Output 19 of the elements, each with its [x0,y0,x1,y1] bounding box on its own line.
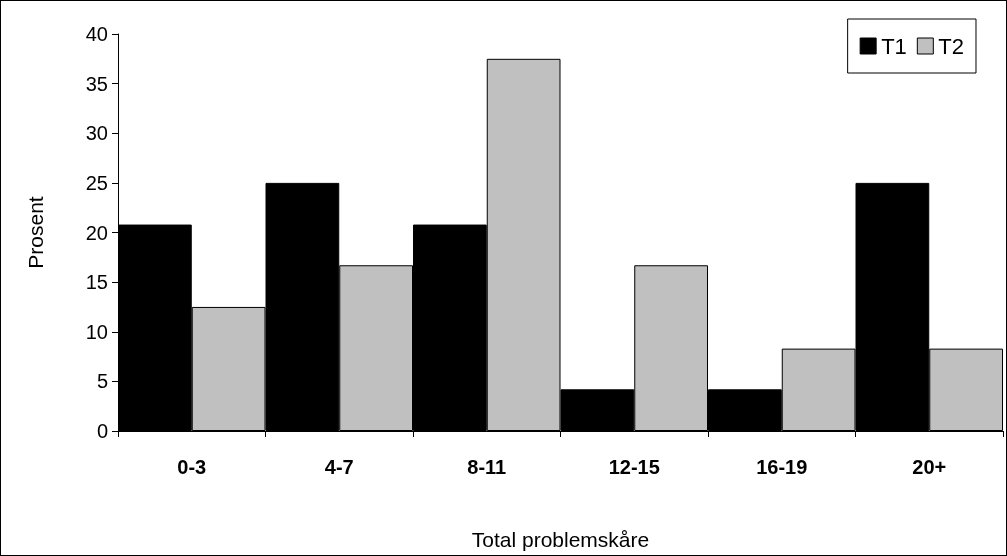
y-tick-label: 40 [85,23,108,45]
y-tick-label: 10 [85,320,108,343]
x-tick-label: 4-7 [324,456,354,478]
x-tick-label: 0-3 [177,456,207,478]
y-tick-label: 30 [85,122,108,145]
y-tick-label: 5 [96,370,108,393]
y-tick-label: 0 [96,420,108,442]
x-axis-title: Total problemskåre [471,528,650,551]
y-tick-label: 25 [85,171,108,194]
x-tick-label: 8-11 [467,456,507,478]
y-axis-title: Prosent [24,196,47,269]
x-tick-label: 20+ [912,456,947,478]
x-tick-label: 16-19 [756,456,808,478]
legend-label: T1 [881,33,907,59]
legend-label: T2 [938,33,965,59]
y-tick-label: 35 [85,72,108,95]
y-tick-label: 20 [85,221,108,244]
x-tick-label: 12-15 [608,456,660,478]
y-tick-label: 15 [85,271,108,294]
